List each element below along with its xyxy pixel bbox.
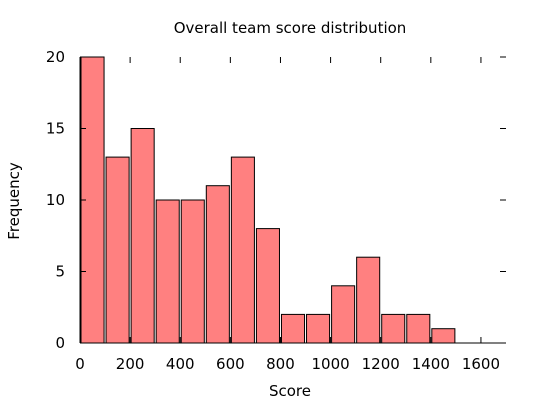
x-tick-label-1000: 1000 <box>311 355 349 373</box>
bar-1200-1300 <box>381 313 406 344</box>
x-tick-label-0: 0 <box>75 355 85 373</box>
y-tick-label-10: 10 <box>46 191 65 209</box>
y-axis-title: Frequency <box>5 162 23 240</box>
y-tick-label-20: 20 <box>46 48 65 66</box>
bar-400-500 <box>180 199 205 344</box>
bar-900-1000 <box>306 313 331 344</box>
y-tick-label-15: 15 <box>46 120 65 138</box>
bar-200-300 <box>130 128 155 344</box>
bar-1300-1400 <box>406 313 431 344</box>
bar-1100-1200 <box>356 256 381 344</box>
bars-group <box>80 56 456 344</box>
x-tick-label-1400: 1400 <box>412 355 450 373</box>
bar-700-800 <box>255 228 280 344</box>
x-tick-label-800: 800 <box>266 355 295 373</box>
bar-500-600 <box>205 185 230 344</box>
bar-100-200 <box>105 156 130 344</box>
bar-1000-1100 <box>331 285 356 344</box>
y-tick-label-0: 0 <box>55 334 65 352</box>
bar-800-900 <box>280 313 306 344</box>
x-tick-label-600: 600 <box>216 355 245 373</box>
bar-300-400 <box>155 199 180 344</box>
x-tick-label-1600: 1600 <box>462 355 500 373</box>
x-tick-label-200: 200 <box>116 355 145 373</box>
bar-600-700 <box>230 156 255 344</box>
chart-title: Overall team score distribution <box>174 19 407 37</box>
x-tick-label-1200: 1200 <box>362 355 400 373</box>
x-tick-label-400: 400 <box>166 355 195 373</box>
x-axis-title: Score <box>269 382 311 400</box>
bar-1400-1500 <box>431 328 456 344</box>
y-tick-label-5: 5 <box>55 263 65 281</box>
